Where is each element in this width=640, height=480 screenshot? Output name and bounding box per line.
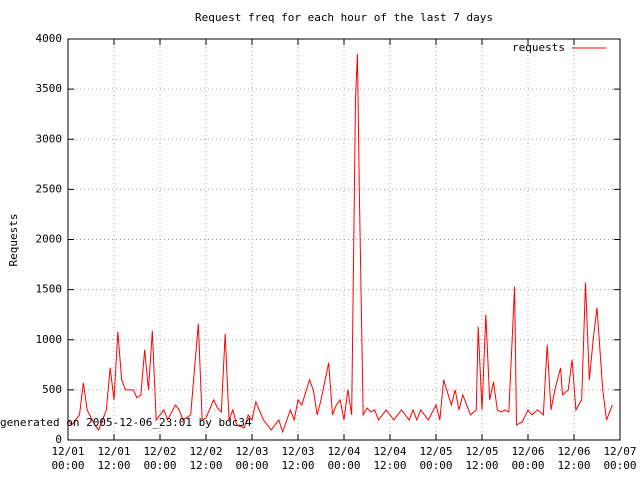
x-tick-label: 12/04 00:00 <box>327 445 361 472</box>
y-tick-label: 1500 <box>36 283 63 296</box>
x-tick-label: 12/01 12:00 <box>97 445 131 472</box>
x-tick-label: 12/02 12:00 <box>189 445 223 472</box>
x-tick-label: 12/06 00:00 <box>511 445 545 472</box>
y-tick-label: 0 <box>55 433 62 446</box>
x-tick-label: 12/05 00:00 <box>419 445 453 472</box>
footnote: generated on 2005-12-06_23:01 by bdc34 <box>0 416 252 429</box>
x-tick-label: 12/07 00:00 <box>603 445 637 472</box>
chart-title: Request freq for each hour of the last 7… <box>195 11 493 24</box>
y-tick-label: 500 <box>42 383 62 396</box>
x-tick-label: 12/02 00:00 <box>143 445 177 472</box>
y-axis-label: Requests <box>7 214 20 267</box>
legend-label: requests <box>512 41 565 54</box>
y-tick-label: 3500 <box>36 82 63 95</box>
y-tick-label: 3000 <box>36 132 63 145</box>
plot-border <box>67 38 621 441</box>
y-tick-label: 1000 <box>36 333 63 346</box>
y-tick-label: 2000 <box>36 233 63 246</box>
x-tick-label: 12/03 00:00 <box>235 445 269 472</box>
data-line <box>67 54 613 434</box>
y-tick-label: 2500 <box>36 182 63 195</box>
x-tick-label: 12/03 12:00 <box>281 445 315 472</box>
x-tick-label: 12/05 12:00 <box>465 445 499 472</box>
x-tick-label: 12/04 12:00 <box>373 445 407 472</box>
x-tick-label: 12/06 12:00 <box>557 445 591 472</box>
x-tick-label: 12/01 00:00 <box>51 445 85 472</box>
y-tick-label: 4000 <box>36 32 63 45</box>
